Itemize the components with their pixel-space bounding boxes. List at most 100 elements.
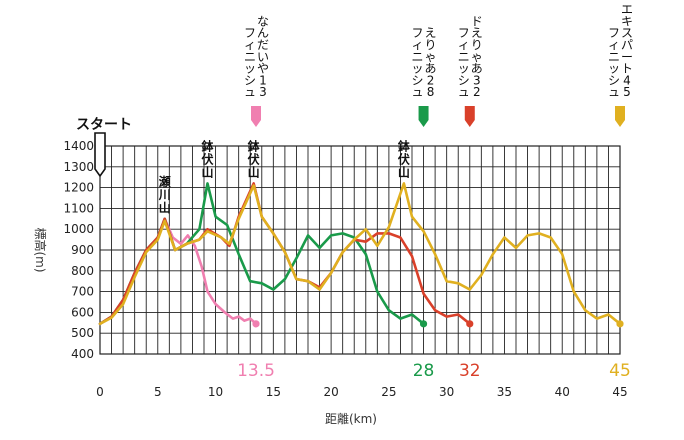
finish-point-2 [466,320,474,328]
course-name-0: 1 [259,73,267,87]
x-tick-label: 25 [381,385,396,399]
course-name-1: え [425,26,437,40]
peak-label-3: 伏 [398,151,410,166]
peak-label-0: 山 [159,200,171,215]
course-name-2: ド [471,14,483,28]
course-name-3: キ [621,14,633,28]
start-flag-icon [94,132,106,178]
course-name-2: え [471,26,483,40]
peak-label-0: 川 [158,188,171,202]
peak-label-1: 伏 [201,151,213,166]
x-tick-label: 45 [612,385,627,399]
x-tick-label: 40 [555,385,570,399]
finish-flag-icon-0 [251,106,261,127]
finish-label-2: ュ [458,85,470,99]
finish-label-1: ニ [412,50,424,64]
course-name-3: ー [621,50,633,64]
course-name-0: 3 [259,85,267,99]
series-layer [98,182,624,328]
finish-label-2: フ [458,26,470,40]
finish-label-2: ニ [458,50,470,64]
course-name-3: ス [621,26,633,40]
y-tick-label: 1100 [63,201,94,215]
end-distance-label-1: 28 [413,361,435,381]
finish-label-1: シ [412,73,424,87]
finish-label-3: ィ [608,38,620,52]
y-tick-label: 400 [71,347,94,361]
x-tick-label: 30 [439,385,454,399]
grid [99,145,621,355]
end-distance-label-2: 32 [459,361,481,381]
x-tick-label: 5 [154,385,162,399]
y-axis-title: 標高(m) [33,227,48,272]
y-tick-label: 500 [71,326,94,340]
finish-label-0: ニ [244,50,256,64]
peak-label-2: 山 [248,164,260,179]
y-tick-label: 1400 [63,139,94,153]
finish-flag-icon-2 [464,106,475,127]
course-name-2: 3 [473,73,481,87]
finish-label-1: ィ [412,38,424,52]
x-axis-title: 距離(km) [325,412,377,426]
course-name-2: ゃ [471,50,483,64]
finish-flag-icon-3 [615,106,625,127]
finish-label-2: ッ [458,62,470,76]
y-tick-label: 1300 [63,160,94,174]
course-name-3: パ [621,38,633,52]
finish-label-1: ッ [412,62,424,76]
course-name-0: い [257,50,269,64]
course-name-0: ん [257,26,269,40]
finish-point-0 [252,320,260,328]
tick-labels: 400 500 600 700 800 900 1000 1100 1200 1300 1400 0 5… [33,139,628,399]
course-name-0: な [257,14,269,28]
course-name-2: 2 [473,85,481,99]
x-tick-label: 20 [323,385,338,399]
course-name-1: ゃ [425,50,437,64]
finish-label-3: フ [608,26,620,40]
y-tick-label: 700 [71,285,94,299]
end-distance-label-3: 45 [609,361,631,381]
finish-point-3 [616,320,624,328]
annotations: スタート瀬川山鉢伏山鉢伏山鉢伏山フィニッシュなんだいや1313.5フィニッシュえ… [76,3,633,381]
peak-label-1: 山 [201,164,213,179]
end-distance-label-0: 13.5 [237,361,275,381]
x-tick-label: 15 [266,385,281,399]
finish-label-0: ッ [244,62,256,76]
y-tick-label: 800 [71,264,94,278]
finish-label-2: シ [458,73,470,87]
finish-label-0: ィ [244,38,256,52]
finish-label-2: ィ [458,38,470,52]
x-tick-label: 0 [96,385,104,399]
finish-label-1: フ [412,26,424,40]
y-tick-label: 1200 [63,181,94,195]
finish-point-1 [419,320,428,328]
course-name-0: だ [257,38,269,52]
y-tick-label: 600 [71,305,94,319]
course-name-3: ト [621,62,633,76]
course-name-1: 2 [427,73,435,87]
finish-label-3: ュ [608,85,620,99]
finish-label-0: ュ [244,85,256,99]
course-name-1: り [425,38,437,52]
x-tick-label: 10 [208,385,223,399]
y-tick-label: 900 [71,243,94,257]
peak-label-1: 鉢 [201,138,214,153]
finish-label-1: ュ [412,85,424,99]
finish-label-3: ニ [608,50,620,64]
course-name-3: エ [621,3,633,17]
peak-label-2: 伏 [248,151,260,166]
course-name-2: あ [471,62,483,76]
start-label: スタート [76,117,132,133]
peak-label-3: 鉢 [398,138,411,153]
finish-label-0: フ [244,26,256,40]
peak-label-2: 鉢 [248,138,261,153]
finish-label-3: シ [608,73,620,87]
finish-flag-icon-1 [418,106,429,127]
peak-label-0: 瀬 [158,174,171,189]
y-tick-label: 1000 [63,222,94,236]
series-line-3 [98,182,622,326]
x-tick-label: 35 [497,385,512,399]
course-name-0: や [257,62,269,76]
course-name-3: 4 [623,73,631,87]
